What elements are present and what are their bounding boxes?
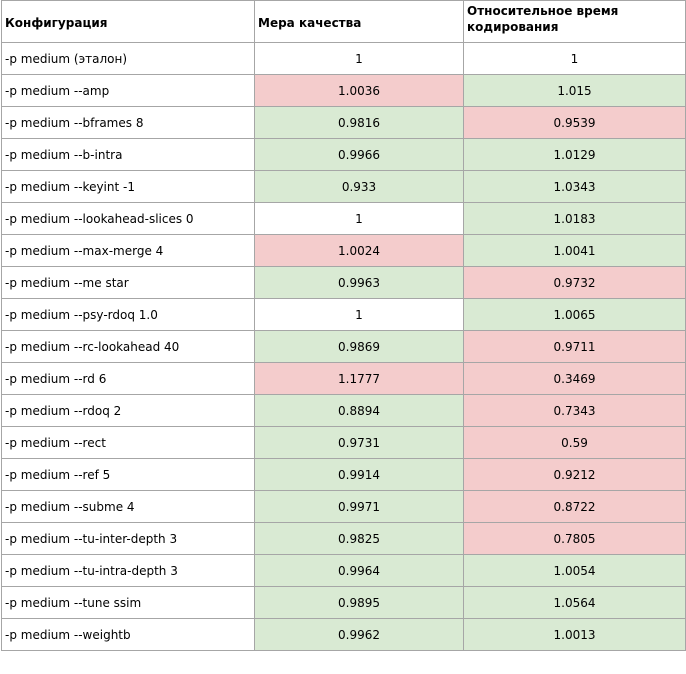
- table-row: -p medium --max-merge 4 1.0024 1.0041: [1, 234, 686, 267]
- quality-cell: 0.9825: [254, 522, 464, 555]
- table-row: -p medium --ref 5 0.9914 0.9212: [1, 458, 686, 491]
- config-cell: -p medium --lookahead-slices 0: [1, 202, 255, 235]
- quality-cell: 1.1777: [254, 362, 464, 395]
- quality-cell: 0.9895: [254, 586, 464, 619]
- quality-cell: 0.9966: [254, 138, 464, 171]
- config-cell: -p medium --bframes 8: [1, 106, 255, 139]
- time-cell: 0.8722: [463, 490, 686, 523]
- config-cell: -p medium --max-merge 4: [1, 234, 255, 267]
- config-cell: -p medium --psy-rdoq 1.0: [1, 298, 255, 331]
- header-config: Конфигурация: [1, 0, 255, 43]
- table-row: -p medium --keyint -1 0.933 1.0343: [1, 170, 686, 203]
- time-cell: 1: [463, 42, 686, 75]
- table-row: -p medium --tu-inter-depth 3 0.9825 0.7805: [1, 522, 686, 555]
- config-cell: -p medium --rd 6: [1, 362, 255, 395]
- table-row: -p medium --b-intra 0.9966 1.0129: [1, 138, 686, 171]
- time-cell: 1.015: [463, 74, 686, 107]
- table-row: -p medium --rd 6 1.1777 0.3469: [1, 362, 686, 395]
- encoding-config-table: Конфигурация Мера качества Относительное…: [1, 0, 686, 651]
- quality-cell: 0.9914: [254, 458, 464, 491]
- config-cell: -p medium --subme 4: [1, 490, 255, 523]
- table-row: -p medium --me star 0.9963 0.9732: [1, 266, 686, 299]
- table-row: -p medium --rdoq 2 0.8894 0.7343: [1, 394, 686, 427]
- quality-cell: 1: [254, 202, 464, 235]
- table-row: -p medium --amp 1.0036 1.015: [1, 74, 686, 107]
- header-time: Относительное время кодирования: [463, 0, 686, 43]
- config-cell: -p medium --amp: [1, 74, 255, 107]
- table-row: -p medium --psy-rdoq 1.0 1 1.0065: [1, 298, 686, 331]
- config-cell: -p medium --me star: [1, 266, 255, 299]
- config-cell: -p medium --weightb: [1, 618, 255, 651]
- time-cell: 1.0041: [463, 234, 686, 267]
- table-body: -p medium (эталон) 1 1 -p medium --amp 1.003…: [1, 42, 686, 651]
- time-cell: 1.0564: [463, 586, 686, 619]
- table-row: -p medium --subme 4 0.9971 0.8722: [1, 490, 686, 523]
- config-cell: -p medium --rdoq 2: [1, 394, 255, 427]
- config-cell: -p medium --keyint -1: [1, 170, 255, 203]
- quality-cell: 0.933: [254, 170, 464, 203]
- table-row: -p medium --rect 0.9731 0.59: [1, 426, 686, 459]
- time-cell: 1.0129: [463, 138, 686, 171]
- time-cell: 0.59: [463, 426, 686, 459]
- table-row: -p medium --weightb 0.9962 1.0013: [1, 618, 686, 651]
- quality-cell: 1.0036: [254, 74, 464, 107]
- time-cell: 1.0183: [463, 202, 686, 235]
- table-row: -p medium --rc-lookahead 40 0.9869 0.9711: [1, 330, 686, 363]
- time-cell: 1.0054: [463, 554, 686, 587]
- quality-cell: 0.9964: [254, 554, 464, 587]
- quality-cell: 0.9962: [254, 618, 464, 651]
- time-cell: 1.0013: [463, 618, 686, 651]
- quality-cell: 0.9971: [254, 490, 464, 523]
- quality-cell: 1.0024: [254, 234, 464, 267]
- time-cell: 1.0065: [463, 298, 686, 331]
- time-cell: 0.9539: [463, 106, 686, 139]
- config-cell: -p medium --tu-intra-depth 3: [1, 554, 255, 587]
- quality-cell: 0.9963: [254, 266, 464, 299]
- quality-cell: 0.9731: [254, 426, 464, 459]
- config-cell: -p medium --b-intra: [1, 138, 255, 171]
- table-header-row: Конфигурация Мера качества Относительное…: [1, 0, 686, 43]
- config-cell: -p medium --rc-lookahead 40: [1, 330, 255, 363]
- config-cell: -p medium --rect: [1, 426, 255, 459]
- time-cell: 0.3469: [463, 362, 686, 395]
- quality-cell: 1: [254, 298, 464, 331]
- config-cell: -p medium --tune ssim: [1, 586, 255, 619]
- time-cell: 0.9732: [463, 266, 686, 299]
- config-cell: -p medium --ref 5: [1, 458, 255, 491]
- header-quality: Мера качества: [254, 0, 464, 43]
- table-row: -p medium --bframes 8 0.9816 0.9539: [1, 106, 686, 139]
- quality-cell: 0.8894: [254, 394, 464, 427]
- table-row: -p medium --tune ssim 0.9895 1.0564: [1, 586, 686, 619]
- config-cell: -p medium --tu-inter-depth 3: [1, 522, 255, 555]
- time-cell: 0.7805: [463, 522, 686, 555]
- table-row: -p medium --tu-intra-depth 3 0.9964 1.0054: [1, 554, 686, 587]
- table-row: -p medium (эталон) 1 1: [1, 42, 686, 75]
- quality-cell: 1: [254, 42, 464, 75]
- time-cell: 0.9711: [463, 330, 686, 363]
- quality-cell: 0.9816: [254, 106, 464, 139]
- time-cell: 1.0343: [463, 170, 686, 203]
- time-cell: 0.9212: [463, 458, 686, 491]
- table-row: -p medium --lookahead-slices 0 1 1.0183: [1, 202, 686, 235]
- config-cell: -p medium (эталон): [1, 42, 255, 75]
- quality-cell: 0.9869: [254, 330, 464, 363]
- time-cell: 0.7343: [463, 394, 686, 427]
